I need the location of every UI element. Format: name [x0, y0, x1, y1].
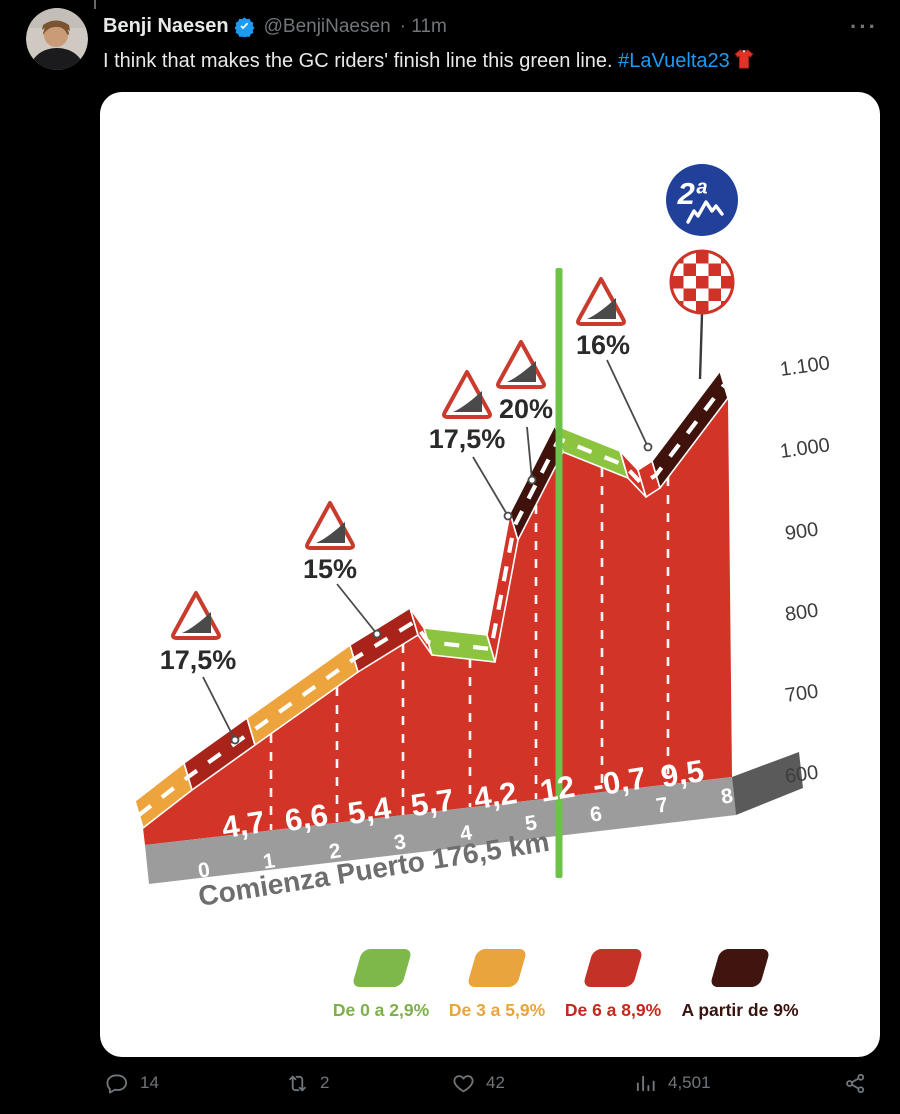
legend-swatch-dark — [711, 949, 769, 987]
tweet-media-card[interactable]: 4,7 6,6 5,4 5,7 4,2 12 -0,7 9,5 0 1 2 3 … — [100, 92, 880, 1057]
elev-700: 700 — [784, 681, 820, 707]
km-3: 3 — [392, 830, 407, 855]
legend-label-3: A partir de 9% — [681, 1000, 798, 1020]
km-8: 8 — [719, 784, 734, 809]
km-separator-lines — [269, 468, 670, 830]
tweet-header: Benji Naesen @BenjiNaesen · 11m — [103, 15, 447, 38]
legend-label-0: De 0 a 2,9% — [333, 1000, 430, 1020]
steep-label-2: 17,5% — [429, 424, 506, 454]
gradient-label-5: 12 — [538, 769, 578, 809]
km-1: 1 — [261, 849, 276, 874]
km-5: 5 — [523, 811, 538, 836]
hashtag-link[interactable]: #LaVuelta23 — [618, 50, 730, 72]
share-button[interactable] — [844, 1072, 867, 1095]
km-6: 6 — [588, 802, 603, 827]
steep-callout-labels: 17,5% 15% 17,5% 20% 16% — [160, 330, 630, 675]
tweet-body: I think that makes the GC riders' finish… — [103, 48, 883, 77]
avatar-photo — [26, 8, 88, 70]
base-slab — [145, 777, 736, 884]
gradient-label-2: 5,4 — [345, 790, 394, 831]
summit-connector-line — [698, 313, 704, 380]
gradient-label-6: -0,7 — [590, 760, 648, 803]
views-button[interactable]: 4,501 — [634, 1072, 711, 1095]
steep-warning-icon-4 — [576, 277, 626, 326]
legend-swatch-orange — [468, 949, 526, 987]
gradient-label-7: 9,5 — [658, 753, 706, 794]
steep-warning-icon-2 — [442, 370, 492, 419]
legend-label-1: De 3 a 5,9% — [449, 1000, 546, 1020]
km-4: 4 — [458, 821, 473, 846]
gradient-label-4: 4,2 — [471, 775, 519, 816]
legend-swatch-red — [584, 949, 642, 987]
elevation-axis: 1.100 1.000 900 800 700 600 — [779, 352, 832, 788]
finish-checkered-flag-icon — [669, 249, 735, 315]
view-count: 4,501 — [668, 1072, 711, 1092]
base-end-cap — [732, 752, 803, 815]
avatar[interactable] — [26, 8, 88, 70]
red-jersey-emoji — [733, 48, 755, 77]
steep-label-4: 16% — [576, 330, 630, 360]
km-tick-labels: 0 1 2 3 4 5 6 7 8 — [196, 784, 734, 883]
share-icon — [846, 1073, 865, 1094]
timestamp: · 11m — [399, 15, 447, 37]
reply-button[interactable]: 14 — [106, 1072, 159, 1095]
author-handle[interactable]: @BenjiNaesen — [263, 15, 391, 37]
steep-label-0: 17,5% — [160, 645, 237, 675]
views-icon — [636, 1075, 655, 1092]
steep-warning-icon-0 — [171, 591, 221, 640]
repost-button[interactable]: 2 — [286, 1072, 329, 1095]
thread-connector-line — [94, 0, 96, 9]
gradient-label-0: 4,7 — [219, 804, 267, 845]
mountain-icon — [686, 200, 724, 224]
gradient-legend: De 0 a 2,9% De 3 a 5,9% De 6 a 8,9% A pa… — [333, 949, 799, 1020]
reply-icon — [106, 1074, 128, 1094]
mountain-face — [143, 398, 732, 845]
tweet-action-bar: 14 2 42 4,501 — [0, 1072, 900, 1112]
like-icon — [453, 1075, 474, 1093]
elev-800: 800 — [784, 600, 820, 626]
legend-swatch-green — [353, 949, 411, 987]
like-button[interactable]: 42 — [452, 1072, 505, 1095]
reply-count: 14 — [140, 1072, 159, 1092]
climb-profile-chart: 4,7 6,6 5,4 5,7 4,2 12 -0,7 9,5 0 1 2 3 … — [134, 164, 832, 1020]
verified-icon — [234, 17, 255, 37]
steep-label-3: 20% — [499, 394, 553, 424]
km-0: 0 — [196, 858, 211, 883]
elev-1100: 1.100 — [779, 352, 832, 381]
steep-warning-icon-3 — [496, 340, 546, 389]
tweet-body-text: I think that makes the GC riders' finish… — [103, 50, 619, 72]
gradient-label-1: 6,6 — [282, 797, 330, 838]
steep-callout-lines — [202, 359, 653, 745]
legend-label-2: De 6 a 8,9% — [565, 1000, 662, 1020]
km-2: 2 — [327, 839, 342, 864]
km-7: 7 — [654, 793, 669, 818]
steep-label-1: 15% — [303, 554, 357, 584]
elev-600: 600 — [784, 762, 820, 788]
more-button[interactable]: ··· — [850, 14, 878, 39]
segment-gradient-labels: 4,7 6,6 5,4 5,7 4,2 12 -0,7 9,5 — [219, 753, 706, 845]
like-count: 42 — [486, 1072, 505, 1092]
elev-1000: 1.000 — [779, 434, 832, 463]
elev-900: 900 — [784, 519, 820, 545]
repost-count: 2 — [320, 1072, 330, 1092]
category-2-badge: 2ª — [666, 164, 738, 236]
author-name[interactable]: Benji Naesen — [103, 15, 229, 37]
steep-warning-icon-1 — [305, 501, 355, 550]
gc-finish-line — [555, 268, 563, 878]
repost-icon — [289, 1075, 306, 1092]
gradient-label-3: 5,7 — [408, 782, 456, 823]
